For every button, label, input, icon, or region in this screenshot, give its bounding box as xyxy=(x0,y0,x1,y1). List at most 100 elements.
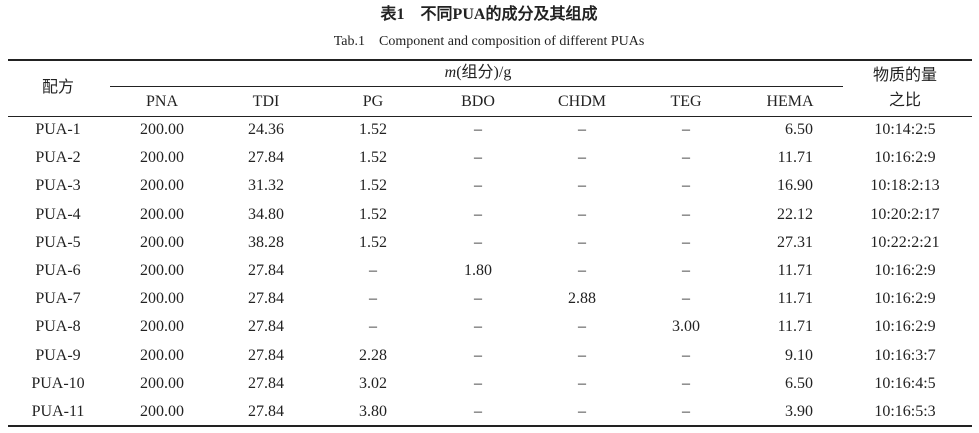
cell: 3.02 xyxy=(359,374,387,392)
header-cell: 配方 xyxy=(41,79,75,96)
cell: 1.52 xyxy=(359,205,387,223)
cell: 27.84 xyxy=(248,403,284,420)
cell: PUA-6 xyxy=(35,262,81,279)
cell: – xyxy=(682,374,690,392)
cell: 200.00 xyxy=(140,262,184,279)
cell: 38.28 xyxy=(248,233,284,251)
cell: PUA-11 xyxy=(31,403,85,420)
cell: 1.52 xyxy=(359,121,387,138)
cell: 11.71 xyxy=(777,318,813,336)
cell: 2.88 xyxy=(568,290,596,308)
cell: – xyxy=(474,346,482,364)
cell: 16.90 xyxy=(777,177,813,195)
column-header: PNA xyxy=(145,93,179,110)
cell: PUA-8 xyxy=(35,318,81,336)
cell: 200.00 xyxy=(140,374,184,392)
cell: – xyxy=(578,403,586,420)
cell: 6.50 xyxy=(785,374,813,392)
cell: PUA-4 xyxy=(35,205,81,223)
cell: 10:16:3:7 xyxy=(874,346,936,364)
cell: 27.84 xyxy=(248,346,284,364)
cell: 9.10 xyxy=(785,346,813,364)
cell: – xyxy=(682,149,690,167)
cell: 1.52 xyxy=(359,233,387,251)
top-rule xyxy=(8,59,972,61)
cell: 10:20:2:17 xyxy=(870,205,940,223)
cell: – xyxy=(474,149,482,167)
table-subtitle: Tab.1 Component and composition of diffe… xyxy=(333,34,645,49)
cell: 200.00 xyxy=(140,149,184,167)
cell: 1.80 xyxy=(464,262,492,279)
cell: 24.36 xyxy=(248,121,284,138)
cell: – xyxy=(682,205,690,223)
cell: 3.80 xyxy=(359,403,387,420)
cell: 11.71 xyxy=(777,149,813,167)
cell: 27.84 xyxy=(248,262,284,279)
cell: – xyxy=(578,233,586,251)
table-title: 表1 不同PUA的成分及其组成 xyxy=(380,6,598,23)
cell: PUA-9 xyxy=(35,346,81,364)
cell: 10:16:2:9 xyxy=(874,262,936,279)
cell: 200.00 xyxy=(140,403,184,420)
cell: – xyxy=(578,121,586,138)
cell: 200.00 xyxy=(140,233,184,251)
cell: 200.00 xyxy=(140,205,184,223)
cell: – xyxy=(682,233,690,251)
cell: – xyxy=(474,318,482,336)
cell: – xyxy=(578,318,586,336)
cell: 27.84 xyxy=(248,318,284,336)
cell: 34.80 xyxy=(248,205,284,223)
cell: 3.00 xyxy=(672,318,700,336)
cell: 200.00 xyxy=(140,290,184,308)
cell: – xyxy=(578,374,586,392)
cell: 27.31 xyxy=(777,233,813,251)
cell: 27.84 xyxy=(248,374,284,392)
cell: 2.28 xyxy=(359,346,387,364)
column-header: TDI xyxy=(252,93,280,110)
cell: – xyxy=(474,233,482,251)
bottom-rule xyxy=(8,425,972,427)
cell: 10:16:2:9 xyxy=(874,318,936,336)
group-rule xyxy=(110,86,843,87)
header-rule xyxy=(8,116,972,117)
cell: 22.12 xyxy=(777,205,813,223)
cell: – xyxy=(578,262,586,279)
cell: 27.84 xyxy=(248,290,284,308)
cell: – xyxy=(682,403,690,420)
cell: 200.00 xyxy=(140,318,184,336)
cell: – xyxy=(474,403,482,420)
column-header: BDO xyxy=(461,93,495,110)
column-header: PG xyxy=(362,93,384,110)
cell: – xyxy=(578,205,586,223)
cell: – xyxy=(474,121,482,138)
cell: – xyxy=(474,177,482,195)
cell: 3.90 xyxy=(785,403,813,420)
cell: – xyxy=(369,318,377,336)
cell: 1.52 xyxy=(359,149,387,167)
cell: 10:16:2:9 xyxy=(874,149,936,167)
cell: – xyxy=(474,374,482,392)
cell: 10:16:2:9 xyxy=(874,290,936,308)
cell: – xyxy=(578,149,586,167)
header-cell: 物质的量 xyxy=(872,67,938,84)
cell: – xyxy=(578,177,586,195)
cell: 10:18:2:13 xyxy=(870,177,940,195)
cell: – xyxy=(369,262,377,279)
cell: 200.00 xyxy=(140,121,184,138)
cell: – xyxy=(682,177,690,195)
column-header: HEMA xyxy=(766,93,814,110)
cell: – xyxy=(474,290,482,308)
cell: – xyxy=(682,121,690,138)
cell: – xyxy=(474,205,482,223)
cell: PUA-1 xyxy=(35,121,81,138)
cell: – xyxy=(682,262,690,279)
cell: 11.71 xyxy=(777,262,813,279)
symbol: m xyxy=(444,64,457,81)
cell: – xyxy=(369,290,377,308)
cell: 31.32 xyxy=(248,177,284,195)
cell: 200.00 xyxy=(140,346,184,364)
group-header: m(组分)/g xyxy=(445,65,512,81)
cell: 1.52 xyxy=(359,177,387,195)
cell: PUA-3 xyxy=(35,177,81,195)
